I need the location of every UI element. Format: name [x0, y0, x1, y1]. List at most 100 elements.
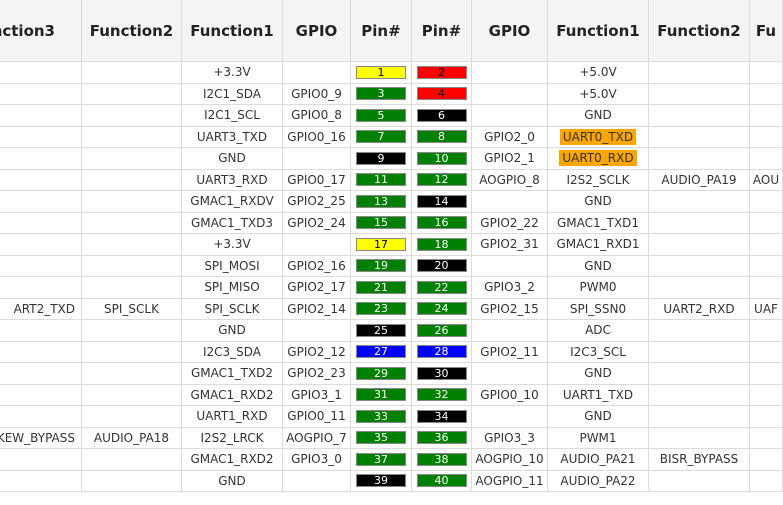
table-cell [649, 148, 750, 170]
pin-number: 21 [356, 280, 406, 294]
table-cell: +5.0V [548, 83, 649, 105]
table-cell: AOGPIO_11 [472, 470, 548, 492]
table-cell: 11 [351, 169, 412, 191]
table-cell: 18 [412, 234, 472, 256]
table-cell [750, 255, 783, 277]
pin-number: 12 [416, 173, 467, 187]
table-cell [0, 255, 82, 277]
pin-number: 4 [416, 87, 467, 101]
table-cell [750, 83, 783, 105]
table-cell [0, 62, 82, 84]
table-cell: 14 [412, 191, 472, 213]
pin-number: 6 [416, 108, 467, 122]
table-cell [283, 470, 351, 492]
table-cell [750, 449, 783, 471]
table-cell: 13 [351, 191, 412, 213]
table-cell [472, 83, 548, 105]
table-cell [649, 277, 750, 299]
table-cell: GPIO0_16 [283, 126, 351, 148]
table-cell [649, 105, 750, 127]
pin-number: 32 [416, 388, 467, 402]
table-cell [82, 363, 182, 385]
table-cell [649, 126, 750, 148]
table-cell [472, 105, 548, 127]
table-cell [82, 62, 182, 84]
table-cell [472, 191, 548, 213]
table-cell [750, 427, 783, 449]
pin-number: 3 [356, 87, 406, 101]
table-cell [0, 83, 82, 105]
table-cell [750, 277, 783, 299]
table-cell: GPIO0_11 [283, 406, 351, 428]
table-cell: UART0_TXD [548, 126, 649, 148]
pin-number: 17 [356, 237, 406, 251]
header-cell: Pin# [351, 0, 412, 62]
pin-number: 27 [356, 345, 406, 359]
table-cell [750, 126, 783, 148]
table-cell [472, 62, 548, 84]
table-cell: 7 [351, 126, 412, 148]
table-cell: 17 [351, 234, 412, 256]
table-cell: 3 [351, 83, 412, 105]
table-cell [82, 105, 182, 127]
pin-number: 20 [416, 259, 467, 273]
table-cell: AOGPIO_8 [472, 169, 548, 191]
pin-number: 36 [416, 431, 467, 445]
table-cell: I2C1_SCL [182, 105, 283, 127]
pin-number: 1 [356, 65, 406, 79]
table-cell: UART1_RXD [182, 406, 283, 428]
header-cell: Function1 [182, 0, 283, 62]
table-cell: GPIO0_17 [283, 169, 351, 191]
table-cell: UART1_TXD [548, 384, 649, 406]
table-cell [750, 363, 783, 385]
table-cell: GND [548, 363, 649, 385]
table-cell: GPIO3_1 [283, 384, 351, 406]
pin-number: 24 [416, 302, 467, 316]
table-cell [649, 427, 750, 449]
table-cell: 39 [351, 470, 412, 492]
table-cell: I2C3_SCL [548, 341, 649, 363]
table-cell: GND [548, 255, 649, 277]
table-cell [750, 320, 783, 342]
pin-number: 40 [416, 474, 467, 488]
table-cell [649, 406, 750, 428]
table-cell: UART3_TXD [182, 126, 283, 148]
table-cell: GPIO2_24 [283, 212, 351, 234]
table-cell [0, 277, 82, 299]
table-cell: AOU [750, 169, 783, 191]
table-cell [82, 384, 182, 406]
pin-number: 23 [356, 302, 406, 316]
table-cell: 20 [412, 255, 472, 277]
pin-number: 11 [356, 173, 406, 187]
table-cell: GMAC1_TXD1 [548, 212, 649, 234]
table-cell: 31 [351, 384, 412, 406]
table-cell [82, 406, 182, 428]
table-cell: I2S2_LRCK [182, 427, 283, 449]
table-cell: GND [182, 320, 283, 342]
table-cell [649, 212, 750, 234]
table-cell: 9 [351, 148, 412, 170]
pin-number: 7 [356, 130, 406, 144]
table-cell [82, 470, 182, 492]
table-cell [82, 212, 182, 234]
table-cell: 38 [412, 449, 472, 471]
pin-number: 26 [416, 323, 467, 337]
table-cell: 23 [351, 298, 412, 320]
table-cell [649, 341, 750, 363]
table-cell [649, 384, 750, 406]
table-cell: GPIO2_15 [472, 298, 548, 320]
table-cell: GPIO2_17 [283, 277, 351, 299]
table-cell: 36 [412, 427, 472, 449]
table-cell: GPIO0_9 [283, 83, 351, 105]
table-cell: +3.3V [182, 62, 283, 84]
pin-number: 5 [356, 108, 406, 122]
pin-number: 37 [356, 452, 406, 466]
table-cell [472, 255, 548, 277]
pin-number: 16 [416, 216, 467, 230]
header-cell: Fu [750, 0, 783, 62]
table-cell [649, 62, 750, 84]
table-cell: BISR_BYPASS [649, 449, 750, 471]
table-cell [750, 470, 783, 492]
pin-number: 25 [356, 323, 406, 337]
table-cell [0, 449, 82, 471]
